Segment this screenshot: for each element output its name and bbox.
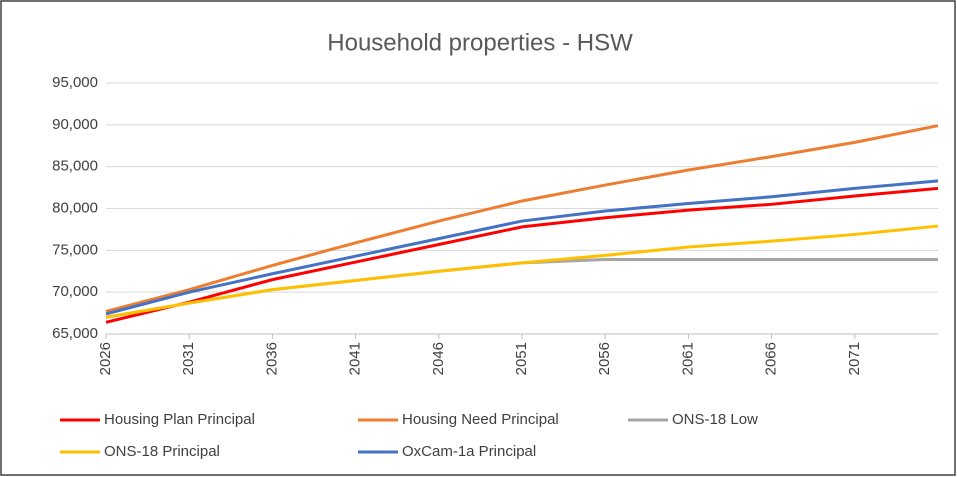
legend-label: ONS-18 Low <box>672 411 758 428</box>
x-tick-label: 2031 <box>180 342 197 375</box>
y-tick-label: 80,000 <box>52 199 98 216</box>
line <box>105 124 939 313</box>
x-tick-label: 2041 <box>347 342 364 375</box>
line <box>105 224 939 319</box>
x-tick-label: 2066 <box>763 342 780 375</box>
line <box>105 186 939 324</box>
y-tick-label: 65,000 <box>52 325 98 342</box>
chart-title: Household properties - HSW <box>327 29 633 56</box>
y-tick-label: 90,000 <box>52 116 98 133</box>
y-tick-label: 75,000 <box>52 241 98 258</box>
x-tick-label: 2051 <box>513 342 530 375</box>
x-tick-label: 2046 <box>430 342 447 375</box>
y-tick-label: 85,000 <box>52 158 98 175</box>
x-tick-label: 2061 <box>679 342 696 375</box>
legend-label: OxCam-1a Principal <box>402 443 536 460</box>
y-tick-label: 95,000 <box>52 74 98 91</box>
legend-label: Housing Need Principal <box>402 411 559 428</box>
x-tick-label: 2071 <box>846 342 863 375</box>
x-tick-label: 2056 <box>596 342 613 375</box>
x-tick-label: 2036 <box>263 342 280 375</box>
y-tick-label: 70,000 <box>52 283 98 300</box>
legend-label: Housing Plan Principal <box>104 411 255 428</box>
legend-label: ONS-18 Principal <box>104 443 220 460</box>
line <box>105 179 939 316</box>
x-tick-label: 2026 <box>97 342 114 375</box>
